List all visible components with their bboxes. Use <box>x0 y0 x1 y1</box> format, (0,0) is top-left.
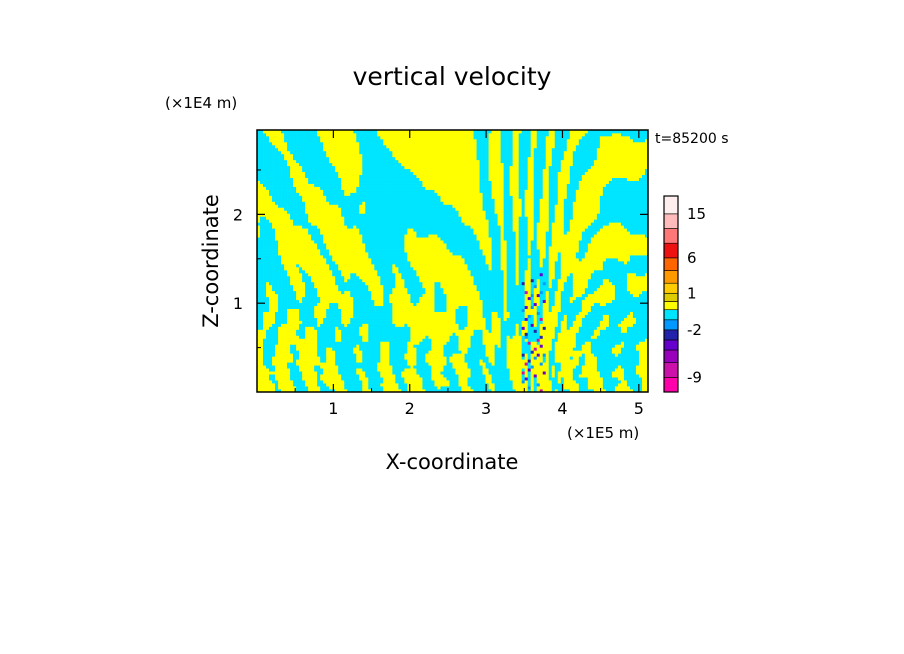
colorbar-tick-label: -2 <box>687 321 702 339</box>
colorbar-frame <box>663 195 679 393</box>
colorbar-swatch <box>663 339 679 351</box>
colorbar-swatch <box>663 213 679 229</box>
x-tick-label: 5 <box>634 399 644 418</box>
colorbar-swatch <box>663 377 679 393</box>
x-unit-label: (×1E5 m) <box>567 424 639 442</box>
colorbar-swatch <box>663 270 679 284</box>
x-axis-label: X-coordinate <box>386 450 519 474</box>
y-tick-label: 1 <box>233 294 243 313</box>
y-tick-label: 2 <box>233 205 243 224</box>
colorbar-swatch <box>663 292 679 302</box>
colorbar: 15 6 1 -2 -9 <box>663 195 706 393</box>
colorbar-swatch <box>663 195 679 215</box>
colorbar-tick-label: 1 <box>687 284 697 302</box>
x-tick-label: 1 <box>328 399 338 418</box>
y-unit-label: (×1E4 m) <box>165 94 237 112</box>
y-axis-label: Z-coordinate <box>199 194 223 328</box>
colorbar-swatch <box>663 309 679 321</box>
y-axis-ticks: 12 <box>233 169 648 349</box>
colorbar-swatch <box>663 329 679 341</box>
colorbar-swatch <box>663 301 679 311</box>
x-axis-ticks: 1 2 3 4 5 <box>294 130 644 418</box>
colorbar-swatch <box>663 282 679 294</box>
time-label: t=85200 s <box>655 131 729 147</box>
colorbar-swatch <box>663 319 679 331</box>
colorbar-tick-label: -9 <box>687 368 702 386</box>
colorbar-swatch <box>663 228 679 244</box>
colorbar-swatch <box>663 362 679 378</box>
colorbar-tick-label: 15 <box>687 205 706 223</box>
colorbar-swatch <box>663 242 679 259</box>
colorbar-swatch <box>663 257 679 271</box>
x-tick-label: 2 <box>405 399 415 418</box>
x-tick-label: 4 <box>557 399 567 418</box>
plot-frame <box>256 129 649 393</box>
colorbar-tick-label: 6 <box>687 249 697 267</box>
chart-title: vertical velocity <box>353 62 552 91</box>
heatmap-field <box>257 130 648 392</box>
colorbar-swatch <box>663 349 679 363</box>
x-tick-label: 3 <box>481 399 491 418</box>
